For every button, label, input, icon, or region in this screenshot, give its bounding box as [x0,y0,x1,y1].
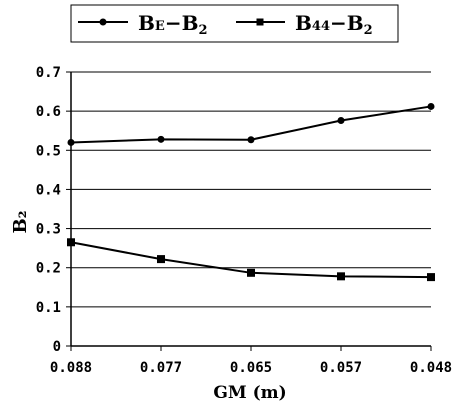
y-tick-label: 0.1 [36,300,61,316]
legend-label-2: B44−B2 [295,11,373,38]
data-point-circle [427,102,435,110]
legend-box [70,4,399,43]
x-axis-title: GM (m) [213,383,286,403]
series-lines [70,105,432,279]
legend-marker-circle [99,18,107,26]
y-tick-label: 0.2 [36,261,61,277]
legend: BE−B2 B44−B2 [70,4,399,43]
x-tick-label: 0.065 [230,360,272,376]
x-tick-label: 0.077 [140,360,182,376]
data-point-circle [157,135,165,143]
y-axis-title: B₂ [10,210,31,233]
y-axis-ticks: 0 0.1 0.2 0.3 0.4 0.5 0.6 0.7 [36,65,71,355]
legend-entry-1: BE−B2 [78,11,208,38]
data-point-square [427,273,435,282]
axes [70,72,431,347]
legend-entry-2: B44−B2 [236,11,373,38]
y-tick-label: 0 [53,339,61,355]
data-point-square [337,272,345,281]
y-tick-label: 0.3 [36,222,61,238]
legend-label-1: BE−B2 [138,11,208,38]
series-points [67,102,435,282]
data-point-square [67,238,75,247]
data-point-circle [247,136,255,144]
y-axis-title-text: B₂ [10,210,31,233]
gridlines [71,71,431,308]
data-point-circle [337,117,345,125]
y-tick-label: 0.4 [36,182,61,198]
y-tick-label: 0.7 [36,65,61,81]
data-point-square [157,255,165,264]
x-axis-ticks: 0.088 0.077 0.065 0.057 0.048 [50,346,452,376]
y-tick-label: 0.5 [36,143,61,159]
y-tick-label: 0.6 [36,104,61,120]
x-tick-label: 0.088 [50,360,92,376]
x-tick-label: 0.057 [320,360,362,376]
legend-marker-square [256,18,264,26]
data-point-square [247,268,255,277]
data-point-circle [67,138,75,146]
x-tick-label: 0.048 [410,360,452,376]
